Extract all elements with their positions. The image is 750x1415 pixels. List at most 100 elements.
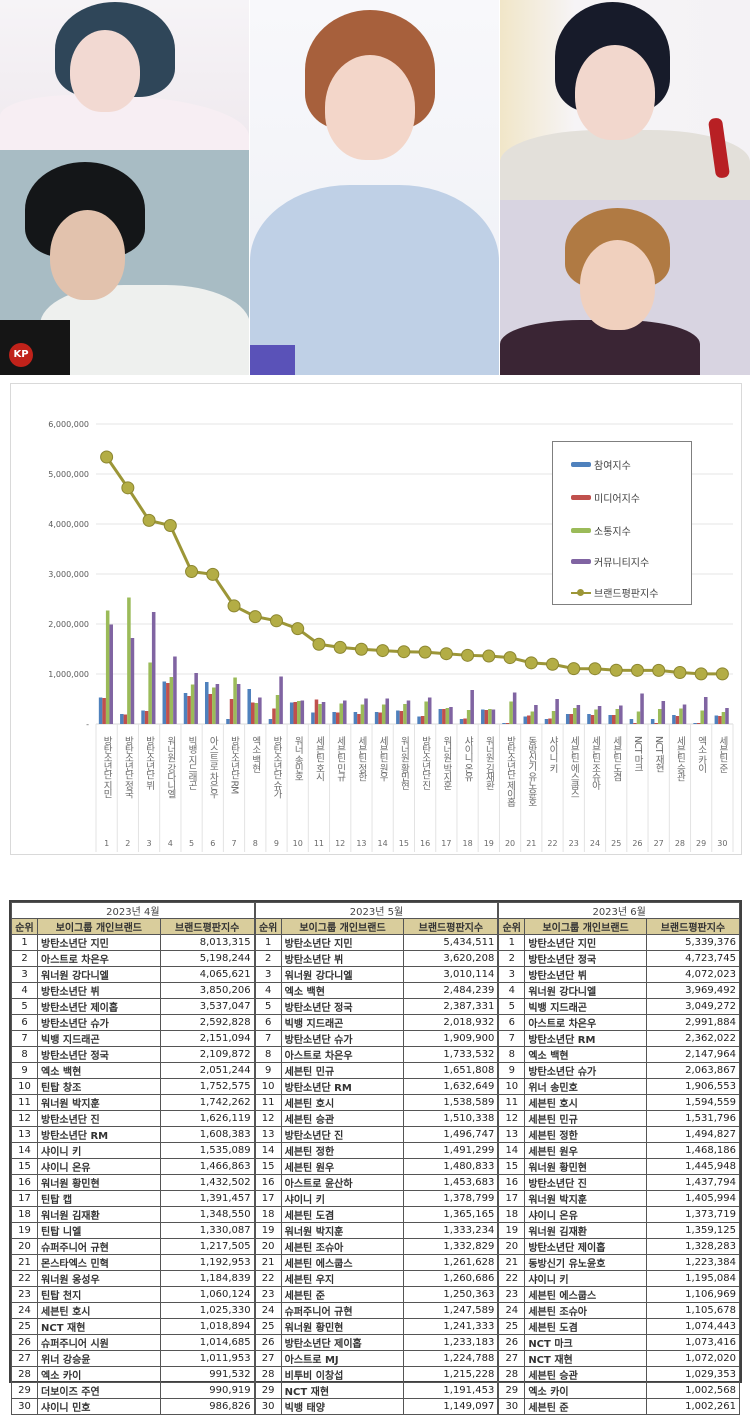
name-cell: 빅뱅 태양 <box>280 1398 405 1415</box>
table-row: 18 워너원 김재환 1,348,550 <box>11 1206 255 1223</box>
rank-cell: 14 <box>254 1142 282 1159</box>
rank-cell: 26 <box>498 1334 526 1351</box>
table-row: 17 틴탑 캡 1,391,457 <box>11 1190 255 1207</box>
bar-4 <box>385 698 390 724</box>
name-cell: 아스트로 차은우 <box>280 1046 405 1063</box>
x-category-label: 엑소 백현 <box>250 735 261 773</box>
x-category-number: 4 <box>168 839 173 848</box>
name-cell: 방탄소년단 진 <box>524 1174 647 1191</box>
name-cell: 샤이니 키 <box>280 1190 405 1207</box>
rank-cell: 9 <box>254 1062 282 1079</box>
name-cell: 방탄소년단 RM <box>524 1030 647 1047</box>
score-cell: 2,592,828 <box>159 1014 255 1031</box>
table-row: 30 빅뱅 태양 1,149,097 <box>254 1398 499 1415</box>
rank-cell: 13 <box>498 1126 526 1143</box>
rank-cell: 26 <box>11 1334 38 1351</box>
rank-cell: 12 <box>11 1110 38 1127</box>
ranking-tables: 2023년 4월 순위 보이그룹 개인브랜드 브랜드평판지수 1 방탄소년단 지민 8,01… <box>9 900 742 1415</box>
x-category-number: 15 <box>399 839 409 848</box>
col-header-rank: 순위 <box>11 918 38 935</box>
name-cell: 몬스타엑스 민혁 <box>37 1254 161 1271</box>
x-category-number: 24 <box>590 839 600 848</box>
table-row: 2 아스트로 차은우 5,198,244 <box>11 950 255 967</box>
ranking-table-month-1: 2023년 4월 순위 보이그룹 개인브랜드 브랜드평판지수 1 방탄소년단 지민 8,01… <box>11 902 255 1415</box>
x-category-number: 6 <box>210 839 215 848</box>
rank-cell: 27 <box>254 1350 282 1367</box>
score-cell: 1,752,575 <box>159 1078 255 1095</box>
legend-item-participation: 참여지수 <box>571 457 631 472</box>
x-category-number: 10 <box>293 839 303 848</box>
x-category-label: 워너 송민호 <box>292 736 303 781</box>
bar-2 <box>123 714 128 724</box>
bar-4 <box>725 708 729 724</box>
rank-cell: 8 <box>11 1046 38 1063</box>
score-cell: 1,074,443 <box>645 1318 740 1335</box>
score-cell: 1,250,363 <box>403 1286 499 1303</box>
table-row: 24 세븐틴 조슈아 1,105,678 <box>498 1302 740 1319</box>
table-row: 27 NCT 재현 1,072,020 <box>498 1350 740 1367</box>
table-row: 3 워너원 강다니엘 4,065,621 <box>11 966 255 983</box>
table-row: 16 아스트로 윤산하 1,453,683 <box>254 1174 499 1191</box>
score-cell: 1,332,829 <box>403 1238 499 1255</box>
bar-2 <box>463 718 467 724</box>
rank-cell: 24 <box>498 1302 526 1319</box>
score-cell: 2,109,872 <box>159 1046 255 1063</box>
x-category-label: 세븐틴 민규 <box>335 736 346 782</box>
score-cell: 1,025,330 <box>159 1302 255 1319</box>
bar-3 <box>190 684 195 724</box>
x-category-label: 방탄소년단 슈가 <box>271 736 282 799</box>
score-cell: 1,328,283 <box>645 1238 740 1255</box>
table-row: 4 방탄소년단 뷔 3,850,206 <box>11 982 255 999</box>
rank-cell: 23 <box>254 1286 282 1303</box>
rank-cell: 3 <box>254 966 282 983</box>
table-row: 28 세븐틴 승관 1,029,353 <box>498 1366 740 1383</box>
line-marker <box>588 662 602 676</box>
name-cell: NCT 재현 <box>524 1350 647 1367</box>
bar-1 <box>226 719 230 724</box>
x-category-label: 세븐틴 준 <box>717 736 728 773</box>
name-cell: 아스트로 차은우 <box>37 950 161 967</box>
legend-swatch-purple-icon <box>571 559 591 564</box>
rank-cell: 13 <box>11 1126 38 1143</box>
score-cell: 1,195,084 <box>645 1270 740 1287</box>
col-header-rank: 순위 <box>254 918 282 935</box>
bar-4 <box>151 612 156 724</box>
bar-4 <box>427 697 432 724</box>
line-marker <box>397 645 411 659</box>
score-cell: 1,733,532 <box>403 1046 499 1063</box>
table-row: 28 엑소 카이 991,532 <box>11 1366 255 1383</box>
x-category-number: 5 <box>189 839 194 848</box>
bar-1 <box>417 716 421 724</box>
rank-cell: 17 <box>254 1190 282 1207</box>
x-category-label: 샤이니 온유 <box>462 736 473 782</box>
bar-2 <box>527 715 531 724</box>
line-marker <box>185 565 199 579</box>
rank-cell: 6 <box>498 1014 526 1031</box>
bar-2 <box>293 702 298 724</box>
score-cell: 2,051,244 <box>159 1062 255 1079</box>
score-cell: 2,362,022 <box>645 1030 740 1047</box>
bar-3 <box>148 662 152 724</box>
score-cell: 3,620,208 <box>403 950 499 967</box>
x-category-number: 8 <box>253 839 258 848</box>
name-cell: 아스트로 윤산하 <box>280 1174 405 1191</box>
bar-1 <box>98 697 103 724</box>
legend-item-community: 커뮤니티지수 <box>571 554 649 569</box>
bar-1 <box>332 712 336 724</box>
bar-1 <box>204 682 209 724</box>
table-row: 1 방탄소년단 지민 5,434,511 <box>254 934 499 951</box>
bar-3 <box>424 701 428 724</box>
bar-1 <box>247 689 252 724</box>
bar-1 <box>353 712 358 724</box>
x-category-number: 30 <box>717 839 727 848</box>
bar-3 <box>551 711 556 724</box>
name-cell: 세븐틴 준 <box>524 1398 647 1415</box>
rank-cell: 23 <box>498 1286 526 1303</box>
name-cell: 세븐틴 에스쿱스 <box>524 1286 647 1303</box>
score-cell: 1,011,953 <box>159 1350 255 1367</box>
score-cell: 3,537,047 <box>159 998 255 1015</box>
kp-logo-icon: KP <box>9 343 33 367</box>
score-cell: 5,339,376 <box>645 934 740 951</box>
bar-3 <box>466 710 471 724</box>
score-cell: 1,224,788 <box>403 1350 499 1367</box>
